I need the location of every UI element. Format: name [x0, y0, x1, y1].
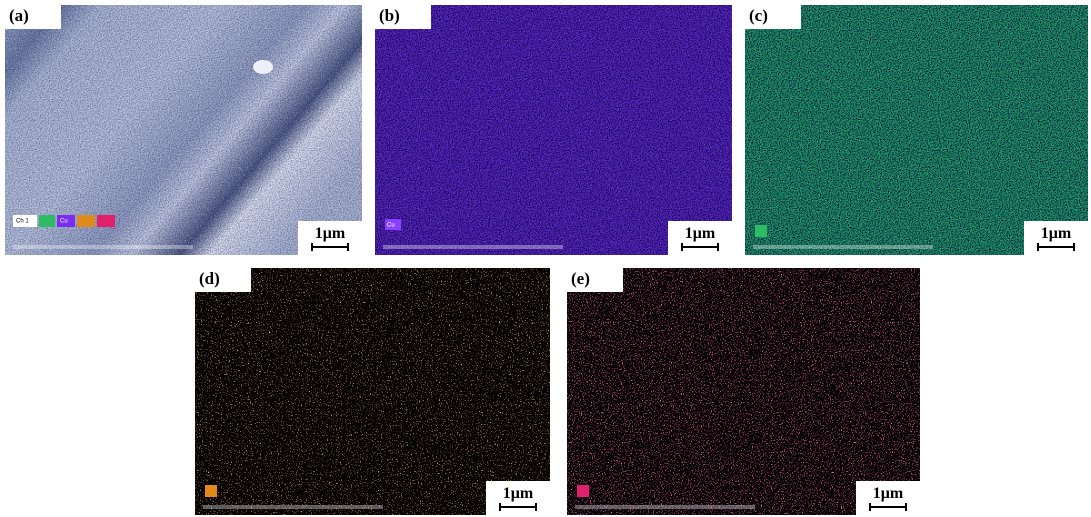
panel-label: (a)	[9, 6, 29, 25]
page: {"panels": [ {"label": "(a)", "scale": "…	[0, 0, 1091, 517]
texture	[375, 5, 732, 255]
tag-box	[755, 225, 767, 237]
info-strip	[383, 245, 563, 249]
info-strip	[203, 505, 383, 509]
tag-box	[577, 485, 589, 497]
info-strip	[13, 245, 193, 249]
scale-label: 1μm	[873, 485, 904, 502]
tag-box	[97, 215, 115, 227]
tag-text: Cu	[60, 219, 68, 225]
particle	[253, 60, 273, 74]
tag-text: Ch 1	[16, 219, 29, 225]
scale-label: 1μm	[315, 225, 346, 242]
scale-label: 1μm	[503, 485, 534, 502]
texture	[745, 5, 1088, 255]
map-panel: (e) 1μm	[567, 268, 920, 515]
tag-box	[39, 215, 55, 227]
figure: (a) 1μm Ch 1 Cu (b) 1μm Cu (c) 1μm (d) 1μm (e) 1μm	[0, 0, 1091, 517]
panel-label: (e)	[571, 269, 590, 288]
tag-box	[77, 215, 95, 227]
scale-label: 1μm	[1041, 225, 1072, 242]
info-strip	[575, 505, 755, 509]
panel-label: (d)	[199, 269, 220, 288]
map-panel: (c) 1μm	[745, 5, 1088, 255]
map-panel: (a) 1μm Ch 1 Cu	[5, 5, 362, 255]
channel-tags: Ch 1 Cu	[13, 215, 115, 227]
texture	[195, 268, 550, 515]
texture	[567, 268, 920, 515]
map-panel: (d) 1μm	[195, 268, 550, 515]
panel-label: (c)	[749, 6, 768, 25]
map-panel: (b) 1μm Cu	[375, 5, 732, 255]
tag-box	[205, 485, 217, 497]
scale-label: 1μm	[685, 225, 716, 242]
tag-text: Cu	[387, 223, 395, 229]
panel-label: (b)	[379, 6, 400, 25]
info-strip	[753, 245, 933, 249]
